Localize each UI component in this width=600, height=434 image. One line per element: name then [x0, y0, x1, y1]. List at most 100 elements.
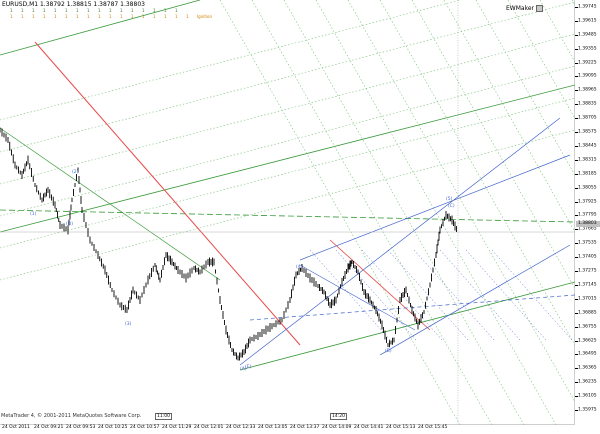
green-dotted-rising [0, 33, 575, 185]
blue-dotted-diagonal [413, 249, 495, 341]
green-channel-line-top [0, 0, 201, 56]
fib-top-label: 1 [98, 8, 101, 13]
fib-top-label: 1 [131, 8, 134, 13]
wave-label: (5) [446, 196, 453, 202]
green-dotted-diagonal [379, 0, 575, 346]
time-label: 24 Oct 13:37 [290, 425, 320, 430]
green-dotted-rising [0, 97, 575, 249]
price-chart-canvas[interactable]: 1 1 1 1 1 1 1 1 1 1 1 1 1 1 1 11 1 1 1 1 1 1 1 1 1 1 1 1 1 1 1 1 Ignitio… [0, 0, 575, 425]
price-label: 1.37665 [578, 226, 597, 232]
green-dotted-diagonal [251, 0, 493, 425]
blue-connector-line [299, 264, 416, 331]
wave-label: (E) [245, 364, 252, 370]
red-trend-line [34, 41, 301, 346]
price-tick [575, 354, 578, 356]
fib-orange-label: 1 [131, 14, 134, 19]
time-marker-middle: 14:20 [330, 413, 347, 420]
blue-channel-line [379, 244, 571, 356]
fib-top-label: 1 [87, 8, 90, 13]
price-tick [575, 90, 578, 92]
price-label: 1.37145 [578, 282, 597, 288]
time-label: 24 Oct 12:33 [226, 425, 256, 430]
fib-top-label: 1 [76, 8, 79, 13]
blue-dotted-diagonal [387, 249, 469, 341]
green-dotted-diagonal [347, 0, 575, 403]
price-tick [575, 326, 578, 328]
fib-orange-label: 1 [32, 14, 35, 19]
price-tick [575, 368, 578, 370]
fib-top-label: 1 [65, 8, 68, 13]
price-label: 1.38315 [578, 157, 597, 163]
fib-top-label: 1 [54, 8, 57, 13]
blue-dotted-diagonal [465, 249, 547, 341]
price-tick [575, 382, 578, 384]
blue-dotted-diagonal [309, 249, 391, 341]
fib-orange-label: 1 [54, 14, 57, 19]
fib-orange-label: 1 [142, 14, 145, 19]
green-dotted-diagonal [219, 0, 461, 425]
time-label: 24 Oct 2011 [2, 425, 30, 430]
price-tick [575, 340, 578, 342]
chart-area[interactable]: 1 1 1 1 1 1 1 1 1 1 1 1 1 1 1 1 1 1 1 1 1 1 1 1 1 1 1 1 1 1 1 1 1 Ignitio… [0, 0, 575, 425]
fib-top-label: 1 [21, 8, 24, 13]
price-tick [575, 243, 578, 245]
price-tick [575, 410, 578, 411]
price-tick [575, 48, 578, 50]
price-label: 1.39225 [578, 60, 597, 66]
time-label: 24 Oct 14:41 [354, 425, 384, 430]
green-diagonal-line [0, 127, 221, 281]
blue-channel-line [299, 154, 571, 261]
green-dotted-diagonal [411, 0, 575, 290]
fib-orange-label: 1 [109, 14, 112, 19]
green-dotted-rising [0, 1, 575, 153]
price-label: 1.38575 [578, 129, 597, 135]
green-channel-line [0, 84, 575, 233]
price-tick [575, 271, 578, 273]
price-tick [575, 76, 578, 78]
price-label: 1.37015 [578, 296, 597, 302]
price-label: 1.36885 [578, 310, 597, 316]
blue-dotted-diagonal [361, 249, 443, 341]
price-tick [575, 173, 578, 175]
fib-top-label: 1 [43, 8, 46, 13]
fib-orange-label: 1 [43, 14, 46, 19]
fib-top-label: 1 [153, 8, 156, 13]
price-tick [575, 257, 578, 259]
price-label: 1.38445 [578, 143, 597, 149]
price-tick [575, 20, 578, 22]
price-label: 1.37405 [578, 254, 597, 260]
price-label: 1.37795 [578, 212, 597, 218]
price-label: 1.39485 [578, 32, 597, 38]
fib-orange-label: 1 [87, 14, 90, 19]
time-label: 24 Oct 10:57 [130, 425, 160, 430]
wave-label: (C) [448, 203, 455, 209]
price-label: 1.36235 [578, 379, 597, 385]
time-scale[interactable]: 24 Oct 2011 24 Oct 09:21 24 Oct 09:53 24 Oc… [0, 425, 575, 434]
time-label: 24 Oct 09:53 [66, 425, 96, 430]
price-label: 1.38835 [578, 101, 597, 107]
fib-top-label: 1 [164, 8, 167, 13]
green-dotted-rising [0, 0, 462, 121]
fib-top-label: 1 [32, 8, 35, 13]
time-label: 24 Oct 15:45 [418, 425, 448, 430]
fib-orange-label: 1 [164, 14, 167, 19]
price-label: 1.39355 [578, 46, 597, 52]
time-label: 24 Oct 09:21 [34, 425, 64, 430]
green-dotted-rising [0, 65, 575, 217]
price-tick [575, 34, 578, 36]
green-dotted-diagonal [539, 0, 575, 63]
price-tick [575, 229, 578, 231]
fib-top-label: 1 [109, 8, 112, 13]
price-scale[interactable]: 1.39745 1.39615 1.39485 1.39355 1.39225 1.390… [575, 0, 600, 425]
blue-channel-line [239, 117, 561, 366]
price-tick [575, 215, 578, 217]
fib-orange-label: 1 [65, 14, 68, 19]
green-dashed-horizontal [0, 209, 575, 223]
fib-orange-label: 1 [153, 14, 156, 19]
price-label: 1.38705 [578, 115, 597, 121]
symbol-ohlc-header: EURUSD,M1 1.38792 1.38815 1.38787 1.3880… [2, 1, 145, 8]
wave-label: (1) [30, 211, 37, 217]
fib-orange-label: 1 [76, 14, 79, 19]
wave-label: (4) [296, 264, 303, 270]
expert-smiley-icon[interactable] [536, 5, 543, 12]
